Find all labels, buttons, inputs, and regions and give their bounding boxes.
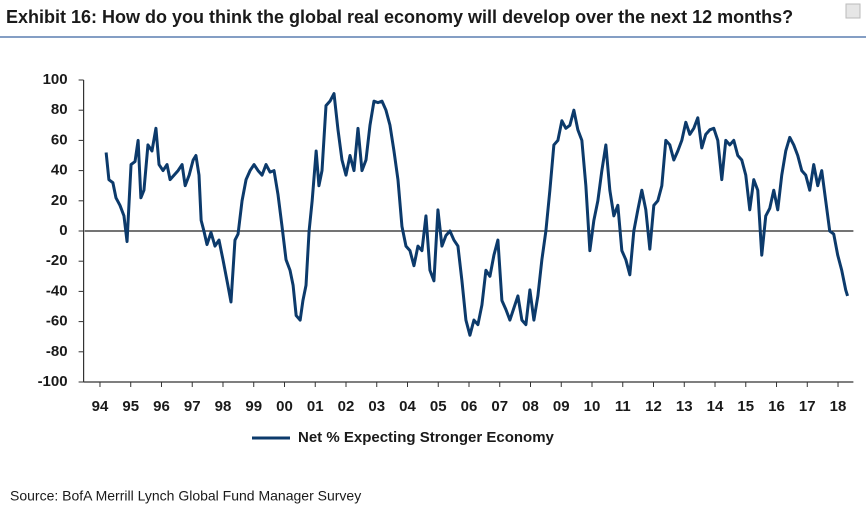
x-tick-label: 06 <box>461 398 478 415</box>
y-tick-label: -40 <box>46 282 68 299</box>
corner-icon <box>845 3 861 19</box>
x-tick-label: 00 <box>276 398 293 415</box>
source-note: Source: BofA Merrill Lynch Global Fund M… <box>10 488 361 504</box>
x-tick-label: 99 <box>245 398 262 415</box>
y-tick-label: 60 <box>51 131 68 148</box>
x-tick-label: 17 <box>799 398 816 415</box>
x-tick-label: 96 <box>153 398 170 415</box>
x-tick-label: 13 <box>676 398 693 415</box>
x-tick-label: 10 <box>584 398 601 415</box>
data-line <box>104 92 849 337</box>
x-tick-label: 04 <box>399 398 416 415</box>
x-tick-label: 94 <box>92 398 109 415</box>
x-tick-label: 97 <box>184 398 201 415</box>
x-tick-label: 01 <box>307 398 324 415</box>
y-tick-label: -80 <box>46 343 68 360</box>
chart-title: Exhibit 16: How do you think the global … <box>6 7 793 27</box>
y-tick-label: 20 <box>51 192 68 209</box>
x-tick-label: 11 <box>615 398 631 415</box>
x-tick-label: 09 <box>553 398 570 415</box>
y-tick-label: -20 <box>46 252 68 269</box>
x-tick-label: 02 <box>338 398 355 415</box>
x-tick-label: 16 <box>768 398 785 415</box>
x-tick-label: 98 <box>215 398 232 415</box>
x-tick-label: 03 <box>368 398 385 415</box>
y-tick-label: 0 <box>59 222 67 239</box>
x-tick-label: 05 <box>430 398 447 415</box>
y-tick-label: -100 <box>38 373 68 390</box>
x-tick-label: 12 <box>645 398 662 415</box>
y-tick-label: 80 <box>51 101 68 118</box>
legend-label: Net % Expecting Stronger Economy <box>298 429 555 446</box>
x-tick-label: 18 <box>830 398 847 415</box>
y-tick-label: -60 <box>46 313 68 330</box>
x-tick-label: 08 <box>522 398 539 415</box>
y-tick-label: 40 <box>51 162 68 179</box>
x-tick-label: 14 <box>707 398 724 415</box>
x-tick-label: 15 <box>737 398 754 415</box>
y-tick-label: 100 <box>43 71 68 88</box>
x-tick-label: 07 <box>491 398 508 415</box>
x-tick-label: 95 <box>122 398 139 415</box>
